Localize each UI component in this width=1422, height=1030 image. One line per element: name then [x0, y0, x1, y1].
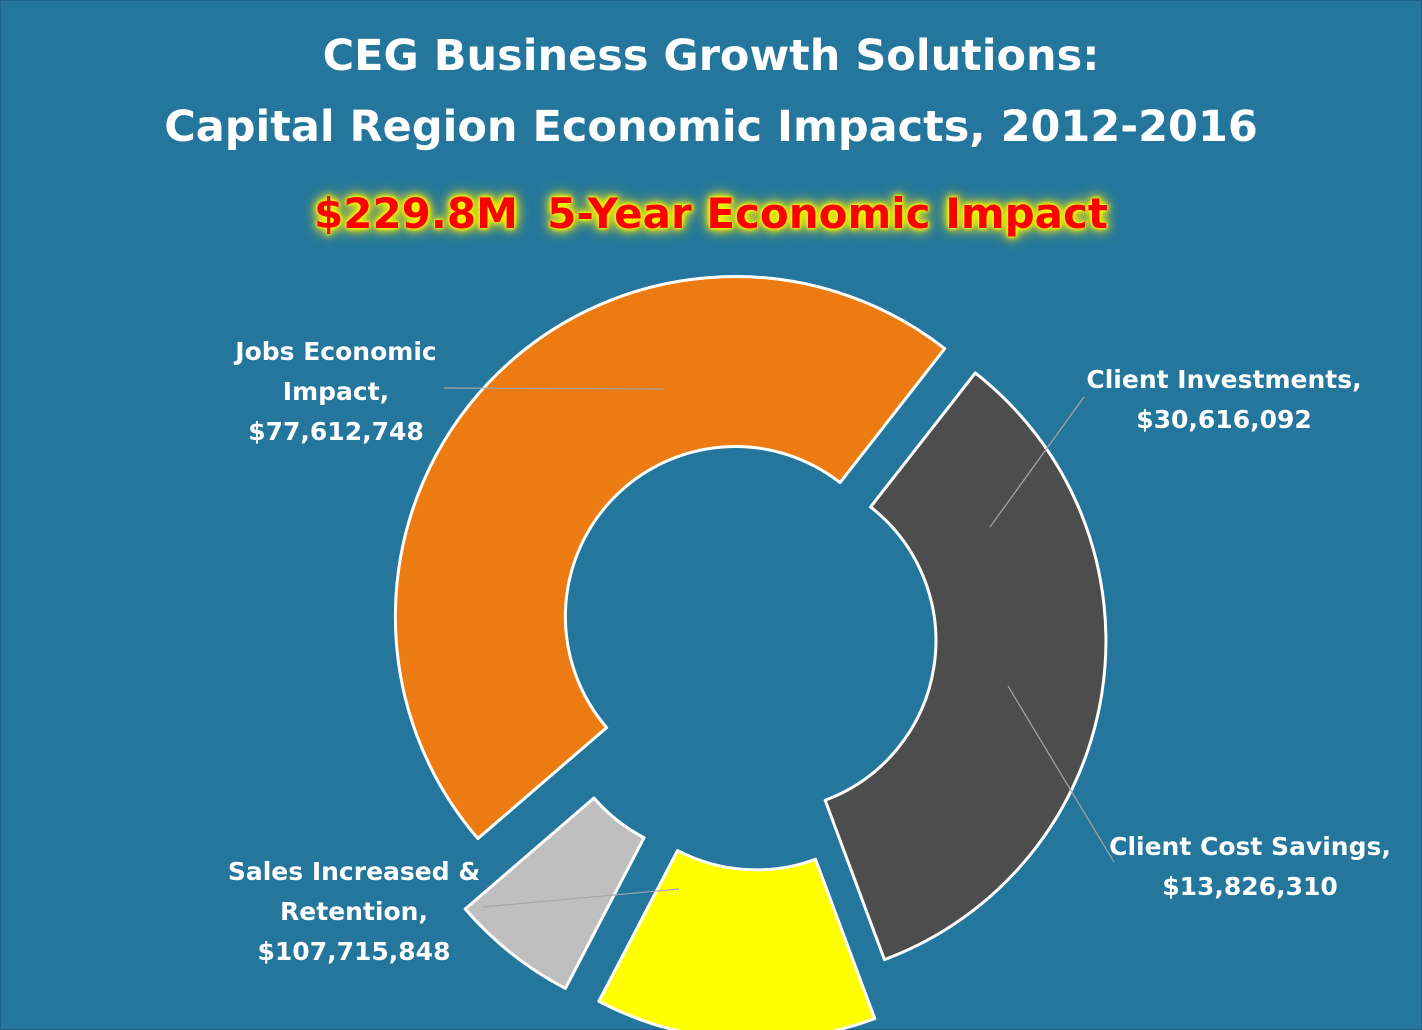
data-label-line: Sales Increased &: [228, 857, 480, 886]
leader-line: [989, 396, 1085, 528]
data-label-line: $107,715,848: [258, 937, 451, 966]
data-label-line: $30,616,092: [1136, 405, 1312, 434]
data-label-sales-increased-retention: Sales Increased & Retention, $107,715,848: [228, 857, 480, 966]
data-label-line: Impact,: [283, 377, 389, 406]
data-label-line: Jobs Economic: [233, 337, 436, 366]
data-label-jobs-economic-impact: Jobs Economic Impact, $77,612,748: [233, 337, 436, 446]
data-labels: Jobs Economic Impact, $77,612,748 Client In…: [228, 337, 1391, 966]
leader-line: [1007, 685, 1115, 863]
data-label-client-investments: Client Investments, $30,616,092: [1086, 365, 1361, 434]
chart-subtitle: $229.8M 5-Year Economic Impact: [314, 189, 1108, 238]
leader-line: [443, 387, 665, 390]
leader-lines: [443, 387, 1115, 908]
slice-jobs-economic-impact: [823, 371, 1108, 962]
leader-line: [482, 888, 680, 908]
slices: [393, 275, 1108, 1030]
data-label-line: Client Cost Savings,: [1109, 832, 1391, 861]
slice-client-cost-savings: [463, 796, 646, 990]
slice-client-investments: [597, 849, 877, 1030]
data-label-line: $13,826,310: [1162, 872, 1338, 901]
data-label-line: Retention,: [280, 897, 428, 926]
chart-title-line-2: Capital Region Economic Impacts, 2012-20…: [164, 102, 1258, 152]
data-label-client-cost-savings: Client Cost Savings, $13,826,310: [1109, 832, 1391, 901]
data-label-line: $77,612,748: [248, 417, 424, 446]
slice-sales-increased-retention: [393, 275, 947, 841]
data-label-line: Client Investments,: [1086, 365, 1361, 394]
chart-title-line-1: CEG Business Growth Solutions:: [322, 31, 1100, 81]
